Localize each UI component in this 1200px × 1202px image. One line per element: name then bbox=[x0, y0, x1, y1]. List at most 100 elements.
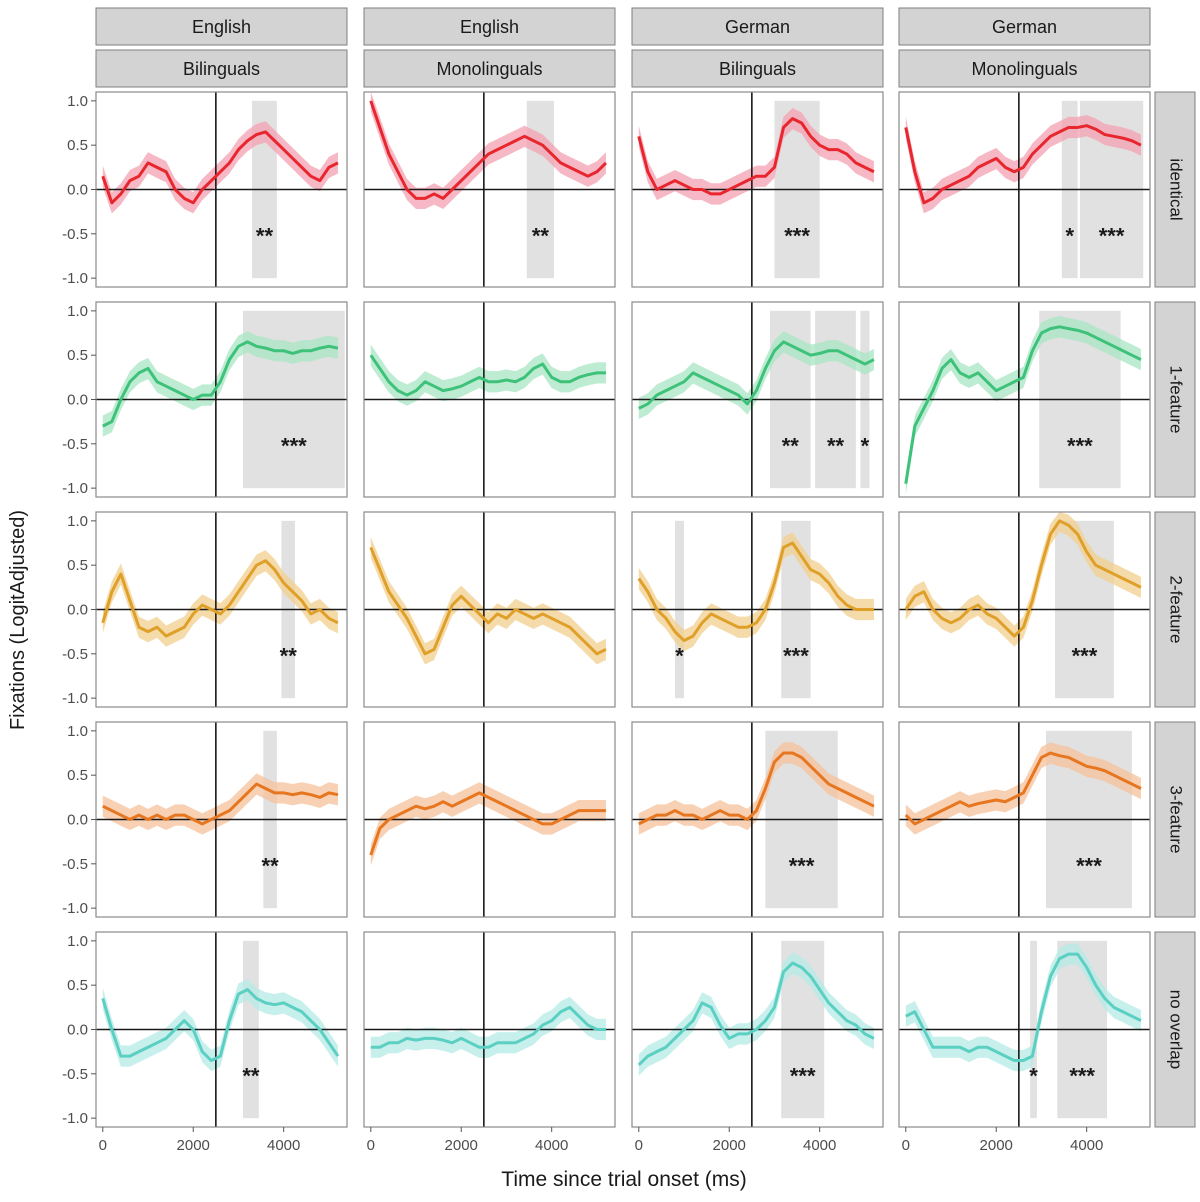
row-strip bbox=[1154, 931, 1196, 1128]
confidence-ribbon bbox=[102, 978, 338, 1072]
significance-label: *** bbox=[1072, 644, 1098, 669]
significance-label: *** bbox=[783, 644, 809, 669]
fixation-line bbox=[369, 546, 607, 656]
confidence-ribbon bbox=[370, 996, 606, 1058]
fixation-line bbox=[637, 961, 875, 1067]
panel-border bbox=[898, 511, 1151, 708]
significance-label: * bbox=[675, 644, 684, 669]
facet-panel bbox=[363, 511, 616, 708]
column-strip-language-label: German bbox=[725, 17, 790, 37]
fixation-line bbox=[904, 519, 1142, 638]
y-tick-label: -0.5 bbox=[62, 1066, 88, 1083]
fixation-line bbox=[637, 117, 875, 196]
column-strip-group-label: Bilinguals bbox=[719, 59, 796, 79]
x-tick-label: 2000 bbox=[445, 1137, 478, 1154]
panel-border bbox=[631, 931, 884, 1128]
significance-label: *** bbox=[784, 224, 810, 249]
confidence-ribbon bbox=[638, 742, 874, 835]
confidence-ribbon bbox=[370, 344, 606, 406]
significance-label: ** bbox=[242, 1064, 260, 1089]
column-strip-top bbox=[363, 7, 616, 46]
x-tick-label: 0 bbox=[635, 1137, 643, 1154]
confidence-ribbon bbox=[102, 550, 338, 647]
fixation-line bbox=[101, 988, 340, 1063]
fixation-line bbox=[102, 782, 339, 826]
row-strip-label: no overlap bbox=[1167, 990, 1186, 1069]
panel-border bbox=[898, 91, 1151, 288]
row-strip bbox=[1154, 301, 1196, 498]
facet-panel bbox=[363, 931, 616, 1128]
row-strip bbox=[1154, 511, 1196, 708]
y-tick-label: -1.0 bbox=[62, 900, 88, 917]
column-strip-language-label: English bbox=[460, 17, 519, 37]
facet-panel: ** bbox=[95, 91, 348, 288]
column-strip-bottom bbox=[363, 49, 616, 88]
y-tick-label: 1.0 bbox=[67, 303, 88, 320]
column-strip-group-label: Monolinguals bbox=[436, 59, 542, 79]
facet-panel: *** bbox=[898, 721, 1151, 918]
panel-border bbox=[631, 91, 884, 288]
significance-label: * bbox=[861, 434, 870, 459]
y-tick-label: -1.0 bbox=[62, 270, 88, 287]
column-strip-top bbox=[898, 7, 1151, 46]
column-strip-bottom bbox=[95, 49, 348, 88]
row-strip bbox=[1154, 91, 1196, 288]
significance-label: ** bbox=[262, 854, 280, 879]
column-strip-top bbox=[631, 7, 884, 46]
facet-panel: * *** bbox=[898, 931, 1151, 1128]
row-strip bbox=[1154, 721, 1196, 918]
fixation-line bbox=[102, 340, 339, 428]
fixation-line bbox=[904, 124, 1142, 205]
significance-label: *** bbox=[1067, 434, 1093, 459]
column-strip-bottom bbox=[898, 49, 1151, 88]
significance-label: * bbox=[1029, 1064, 1038, 1089]
facet-panel: *** bbox=[898, 301, 1151, 498]
facet-panel: *** bbox=[631, 91, 884, 288]
fixation-line bbox=[905, 952, 1142, 1063]
y-tick-label: 0.0 bbox=[67, 392, 88, 409]
row-strip-label: identical bbox=[1167, 158, 1186, 220]
fixation-line bbox=[637, 541, 874, 643]
significance-label: *** bbox=[789, 854, 815, 879]
significance-label: ** bbox=[280, 644, 298, 669]
y-tick-label: -1.0 bbox=[62, 690, 88, 707]
significance-label: ** bbox=[256, 224, 274, 249]
row-strip-label: 2-feature bbox=[1167, 575, 1186, 643]
confidence-ribbon bbox=[638, 532, 874, 652]
fixation-line bbox=[370, 1005, 606, 1049]
panel-border bbox=[363, 511, 616, 708]
facet-panel: ** bbox=[95, 511, 348, 708]
x-tick-label: 2000 bbox=[177, 1137, 210, 1154]
panel-border bbox=[363, 721, 616, 918]
panel-border bbox=[631, 301, 884, 498]
significance-label: *** bbox=[281, 434, 307, 459]
y-tick-label: -0.5 bbox=[62, 646, 88, 663]
row-strip-label: 1-feature bbox=[1167, 365, 1186, 433]
fixation-line bbox=[904, 751, 1142, 826]
panel-border bbox=[363, 91, 616, 288]
panel-border bbox=[631, 511, 884, 708]
panel-border bbox=[898, 301, 1151, 498]
y-tick-label: 1.0 bbox=[67, 933, 88, 950]
y-tick-label: -0.5 bbox=[62, 856, 88, 873]
x-tick-label: 4000 bbox=[803, 1137, 836, 1154]
confidence-ribbon bbox=[102, 773, 338, 835]
confidence-ribbon bbox=[638, 107, 874, 205]
fixation-line bbox=[101, 130, 339, 205]
significance-label: ** bbox=[827, 434, 845, 459]
panel-border bbox=[898, 931, 1151, 1128]
x-tick-label: 4000 bbox=[1070, 1137, 1103, 1154]
panel-border bbox=[363, 931, 616, 1128]
column-strip-group-label: Monolinguals bbox=[971, 59, 1077, 79]
x-tick-label: 4000 bbox=[535, 1137, 568, 1154]
column-strip-language-label: German bbox=[992, 17, 1057, 37]
y-tick-label: 0.5 bbox=[67, 347, 88, 364]
significance-label: *** bbox=[790, 1064, 816, 1089]
facet-panel: ** bbox=[95, 721, 348, 918]
y-axis-title: Fixations (LogitAdjusted) bbox=[7, 510, 29, 730]
facet-panel: * *** bbox=[898, 91, 1151, 288]
facet-panel: *** bbox=[95, 301, 348, 498]
facet-panel: *** bbox=[898, 511, 1151, 708]
